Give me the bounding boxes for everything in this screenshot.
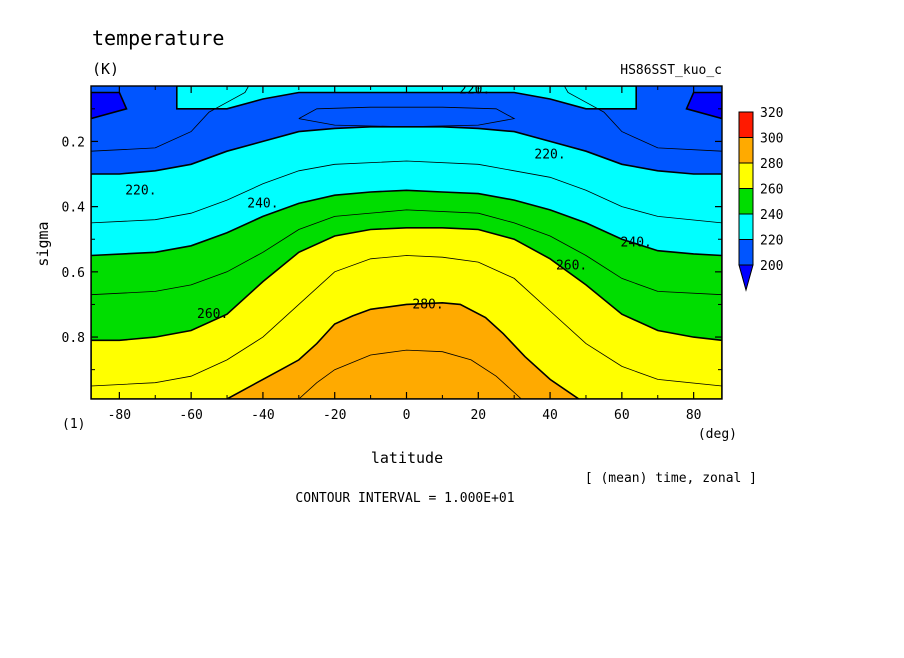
colorbar-box-240 — [738, 188, 754, 215]
x-tick-label: 20 — [470, 408, 486, 423]
thin-contour-3 — [91, 160, 722, 224]
x-tick-label: 40 — [542, 408, 558, 423]
thin-contour-4 — [91, 209, 722, 296]
colorbar-box-300 — [738, 111, 754, 138]
run-name: HS86SST_kuo_c — [620, 63, 722, 78]
colorbar-label: 240 — [760, 208, 783, 223]
y-tick-label: 0.6 — [62, 266, 85, 281]
x-axis-title: latitude — [371, 449, 443, 467]
band-below-200-south — [91, 91, 128, 120]
contour-label: 220. — [534, 147, 565, 162]
scale-factor: (1) — [62, 417, 85, 432]
colorbar-label: 220 — [760, 234, 783, 249]
x-tick-label: -40 — [251, 408, 274, 423]
thin-contour-1 — [564, 86, 722, 152]
colorbar-label: 280 — [760, 157, 783, 172]
contour-label: 220. — [125, 183, 156, 198]
thin-contour-0 — [91, 86, 249, 152]
x-tick-label: 80 — [686, 408, 702, 423]
y-tick-label: 0.8 — [62, 331, 85, 346]
chart-title: temperature — [92, 26, 224, 50]
x-tick-label: -80 — [108, 408, 131, 423]
thin-contour-2 — [298, 106, 516, 128]
colorbar-label: 300 — [760, 132, 783, 147]
x-tick-label: 0 — [403, 408, 411, 423]
colorbar-box-200 — [738, 239, 754, 266]
colorbar-underflow-triangle — [738, 264, 754, 292]
units-label: (K) — [92, 60, 119, 78]
axes: -80 -60 -40 -20 0 20 40 60 80 0.2 0.4 0.6 0.8 — [62, 85, 723, 423]
band-220-upper — [176, 86, 638, 110]
x-tick-label: -20 — [323, 408, 346, 423]
reduction-note: [ (mean) time, zonal ] — [585, 471, 757, 486]
colorbar-label: 320 — [760, 106, 783, 121]
y-axis-title: sigma — [34, 221, 52, 266]
contour-interval: CONTOUR INTERVAL = 1.000E+01 — [295, 491, 514, 506]
colorbar-box-220 — [738, 213, 754, 240]
contour-label: 260. — [556, 258, 587, 273]
band-below-200-north — [685, 91, 722, 120]
colorbar-box-260 — [738, 162, 754, 189]
contour-label: 220. — [459, 82, 490, 97]
x-tick-label: -60 — [179, 408, 202, 423]
contour-label: 240. — [247, 196, 278, 211]
x-unit: (deg) — [698, 427, 737, 442]
contour-label: 260. — [197, 307, 228, 322]
x-tick-label: 60 — [614, 408, 630, 423]
thin-contour-6 — [298, 349, 522, 399]
thin-contour-5 — [91, 255, 722, 387]
contour-label: 280. — [412, 297, 443, 312]
colorbar-box-280 — [738, 137, 754, 164]
y-tick-label: 0.4 — [62, 201, 86, 216]
contour-label: 240. — [621, 236, 652, 251]
colorbar: 200 220 240 260 280 300 320 — [738, 106, 783, 292]
colorbar-label: 200 — [760, 259, 783, 274]
y-tick-label: 0.2 — [62, 135, 85, 150]
colorbar-label: 260 — [760, 183, 783, 198]
plot-area: 220. 220. 220. 240. 240. 260. 260. 280. — [91, 82, 722, 399]
